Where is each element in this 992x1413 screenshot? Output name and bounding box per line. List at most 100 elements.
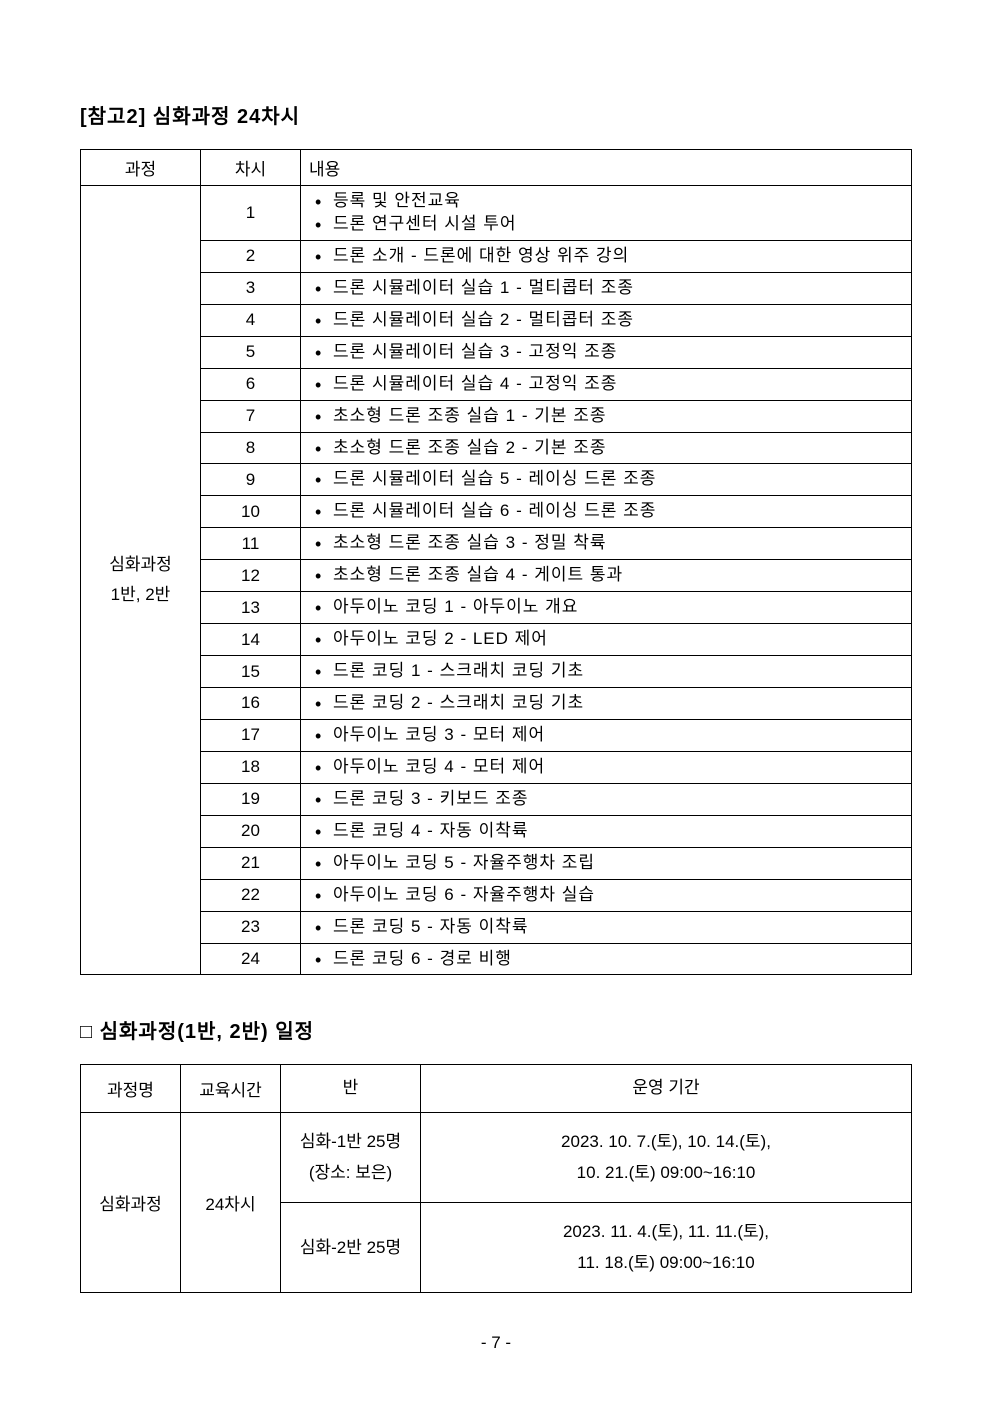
table-row: 19드론 코딩 3 - 키보드 조종 xyxy=(81,783,912,815)
table-row: 15드론 코딩 1 - 스크래치 코딩 기초 xyxy=(81,656,912,688)
table-row: 3드론 시뮬레이터 실습 1 - 멀티콥터 조종 xyxy=(81,272,912,304)
list-item: 아두이노 코딩 3 - 모터 제어 xyxy=(309,724,903,747)
list-item: 드론 시뮬레이터 실습 6 - 레이싱 드론 조종 xyxy=(309,500,903,523)
session-cell: 4 xyxy=(201,304,301,336)
session-cell: 11 xyxy=(201,528,301,560)
header-period: 운영 기간 xyxy=(421,1065,912,1113)
table-row: 2드론 소개 - 드론에 대한 영상 위주 강의 xyxy=(81,240,912,272)
content-cell: 드론 시뮬레이터 실습 2 - 멀티콥터 조종 xyxy=(301,304,912,336)
list-item: 드론 연구센터 시설 투어 xyxy=(309,213,903,236)
content-cell: 초소형 드론 조종 실습 3 - 정밀 착륙 xyxy=(301,528,912,560)
list-item: 드론 코딩 5 - 자동 이착륙 xyxy=(309,916,903,939)
header-hours: 교육시간 xyxy=(181,1065,281,1113)
session-cell: 14 xyxy=(201,624,301,656)
header-name: 과정명 xyxy=(81,1065,181,1113)
content-list: 드론 시뮬레이터 실습 2 - 멀티콥터 조종 xyxy=(309,309,903,332)
list-item: 드론 코딩 1 - 스크래치 코딩 기초 xyxy=(309,660,903,683)
session-cell: 9 xyxy=(201,464,301,496)
content-list: 드론 시뮬레이터 실습 4 - 고정익 조종 xyxy=(309,373,903,396)
content-list: 아두이노 코딩 5 - 자율주행차 조립 xyxy=(309,852,903,875)
list-item: 등록 및 안전교육 xyxy=(309,190,903,213)
session-cell: 1 xyxy=(201,186,301,241)
period-line: 10. 21.(토) 09:00~16:10 xyxy=(427,1158,905,1189)
schedule-class-cell: 심화-1반 25명(장소: 보은) xyxy=(281,1113,421,1203)
schedule-class-cell: 심화-2반 25명 xyxy=(281,1203,421,1293)
content-list: 초소형 드론 조종 실습 3 - 정밀 착륙 xyxy=(309,532,903,555)
content-cell: 드론 시뮬레이터 실습 4 - 고정익 조종 xyxy=(301,368,912,400)
list-item: 드론 코딩 6 - 경로 비행 xyxy=(309,948,903,971)
period-line: 2023. 11. 4.(토), 11. 11.(토), xyxy=(427,1217,905,1248)
content-list: 드론 소개 - 드론에 대한 영상 위주 강의 xyxy=(309,245,903,268)
content-list: 드론 코딩 5 - 자동 이착륙 xyxy=(309,916,903,939)
content-list: 초소형 드론 조종 실습 4 - 게이트 통과 xyxy=(309,564,903,587)
content-cell: 드론 코딩 2 - 스크래치 코딩 기초 xyxy=(301,688,912,720)
list-item: 아두이노 코딩 2 - LED 제어 xyxy=(309,628,903,651)
content-cell: 아두이노 코딩 1 - 아두이노 개요 xyxy=(301,592,912,624)
list-item: 드론 코딩 4 - 자동 이착륙 xyxy=(309,820,903,843)
table-row: 17 아두이노 코딩 3 - 모터 제어 xyxy=(81,719,912,751)
content-cell: 드론 시뮬레이터 실습 1 - 멀티콥터 조종 xyxy=(301,272,912,304)
list-item: 드론 소개 - 드론에 대한 영상 위주 강의 xyxy=(309,245,903,268)
table-row: 18아두이노 코딩 4 - 모터 제어 xyxy=(81,751,912,783)
table-row: 12 초소형 드론 조종 실습 4 - 게이트 통과 xyxy=(81,560,912,592)
content-cell: 드론 소개 - 드론에 대한 영상 위주 강의 xyxy=(301,240,912,272)
content-cell: 드론 시뮬레이터 실습 6 - 레이싱 드론 조종 xyxy=(301,496,912,528)
table-row: 9 드론 시뮬레이터 실습 5 - 레이싱 드론 조종 xyxy=(81,464,912,496)
table-row: 심화과정 1반, 2반1등록 및 안전교육드론 연구센터 시설 투어 xyxy=(81,186,912,241)
content-list: 드론 코딩 3 - 키보드 조종 xyxy=(309,788,903,811)
table-row: 21아두이노 코딩 5 - 자율주행차 조립 xyxy=(81,847,912,879)
table-row: 11 초소형 드론 조종 실습 3 - 정밀 착륙 xyxy=(81,528,912,560)
list-item: 아두이노 코딩 1 - 아두이노 개요 xyxy=(309,596,903,619)
content-list: 드론 시뮬레이터 실습 3 - 고정익 조종 xyxy=(309,341,903,364)
content-cell: 아두이노 코딩 6 - 자율주행차 실습 xyxy=(301,879,912,911)
session-cell: 23 xyxy=(201,911,301,943)
class-line: 심화-2반 25명 xyxy=(287,1233,414,1264)
content-cell: 아두이노 코딩 5 - 자율주행차 조립 xyxy=(301,847,912,879)
content-list: 드론 시뮬레이터 실습 6 - 레이싱 드론 조종 xyxy=(309,500,903,523)
list-item: 아두이노 코딩 4 - 모터 제어 xyxy=(309,756,903,779)
table-row: 22아두이노 코딩 6 - 자율주행차 실습 xyxy=(81,879,912,911)
schedule-course-name: 심화과정 xyxy=(81,1113,181,1293)
header-course: 과정 xyxy=(81,150,201,186)
page-number: - 7 - xyxy=(80,1333,912,1353)
list-item: 드론 코딩 3 - 키보드 조종 xyxy=(309,788,903,811)
content-list: 드론 코딩 2 - 스크래치 코딩 기초 xyxy=(309,692,903,715)
course-name-cell: 심화과정 1반, 2반 xyxy=(81,186,201,975)
class-line: 심화-1반 25명 xyxy=(287,1127,414,1158)
header-content: 내용 xyxy=(301,150,912,186)
session-cell: 24 xyxy=(201,943,301,975)
list-item: 초소형 드론 조종 실습 1 - 기본 조종 xyxy=(309,405,903,428)
table-row: 24 드론 코딩 6 - 경로 비행 xyxy=(81,943,912,975)
content-cell: 드론 시뮬레이터 실습 5 - 레이싱 드론 조종 xyxy=(301,464,912,496)
session-cell: 17 xyxy=(201,719,301,751)
content-list: 드론 시뮬레이터 실습 5 - 레이싱 드론 조종 xyxy=(309,468,903,491)
session-cell: 12 xyxy=(201,560,301,592)
content-cell: 드론 코딩 5 - 자동 이착륙 xyxy=(301,911,912,943)
content-list: 아두이노 코딩 6 - 자율주행차 실습 xyxy=(309,884,903,907)
list-item: 드론 시뮬레이터 실습 2 - 멀티콥터 조종 xyxy=(309,309,903,332)
list-item: 드론 시뮬레이터 실습 3 - 고정익 조종 xyxy=(309,341,903,364)
content-cell: 등록 및 안전교육드론 연구센터 시설 투어 xyxy=(301,186,912,241)
schedule-period-cell: 2023. 10. 7.(토), 10. 14.(토),10. 21.(토) 0… xyxy=(421,1113,912,1203)
content-cell: 아두이노 코딩 2 - LED 제어 xyxy=(301,624,912,656)
list-item: 드론 코딩 2 - 스크래치 코딩 기초 xyxy=(309,692,903,715)
table-row: 4 드론 시뮬레이터 실습 2 - 멀티콥터 조종 xyxy=(81,304,912,336)
content-list: 등록 및 안전교육드론 연구센터 시설 투어 xyxy=(309,190,903,236)
session-cell: 16 xyxy=(201,688,301,720)
content-list: 아두이노 코딩 1 - 아두이노 개요 xyxy=(309,596,903,619)
content-cell: 초소형 드론 조종 실습 4 - 게이트 통과 xyxy=(301,560,912,592)
session-cell: 13 xyxy=(201,592,301,624)
list-item: 아두이노 코딩 6 - 자율주행차 실습 xyxy=(309,884,903,907)
class-line: (장소: 보은) xyxy=(287,1158,414,1189)
session-cell: 7 xyxy=(201,400,301,432)
table-row: 14 아두이노 코딩 2 - LED 제어 xyxy=(81,624,912,656)
table-row: 10드론 시뮬레이터 실습 6 - 레이싱 드론 조종 xyxy=(81,496,912,528)
period-line: 11. 18.(토) 09:00~16:10 xyxy=(427,1248,905,1279)
list-item: 드론 시뮬레이터 실습 1 - 멀티콥터 조종 xyxy=(309,277,903,300)
content-cell: 드론 코딩 6 - 경로 비행 xyxy=(301,943,912,975)
content-list: 초소형 드론 조종 실습 1 - 기본 조종 xyxy=(309,405,903,428)
content-list: 드론 시뮬레이터 실습 1 - 멀티콥터 조종 xyxy=(309,277,903,300)
list-item: 초소형 드론 조종 실습 2 - 기본 조종 xyxy=(309,437,903,460)
list-item: 초소형 드론 조종 실습 4 - 게이트 통과 xyxy=(309,564,903,587)
schedule-table: 과정명 교육시간 반 운영 기간 심화과정24차시심화-1반 25명(장소: 보… xyxy=(80,1064,912,1293)
